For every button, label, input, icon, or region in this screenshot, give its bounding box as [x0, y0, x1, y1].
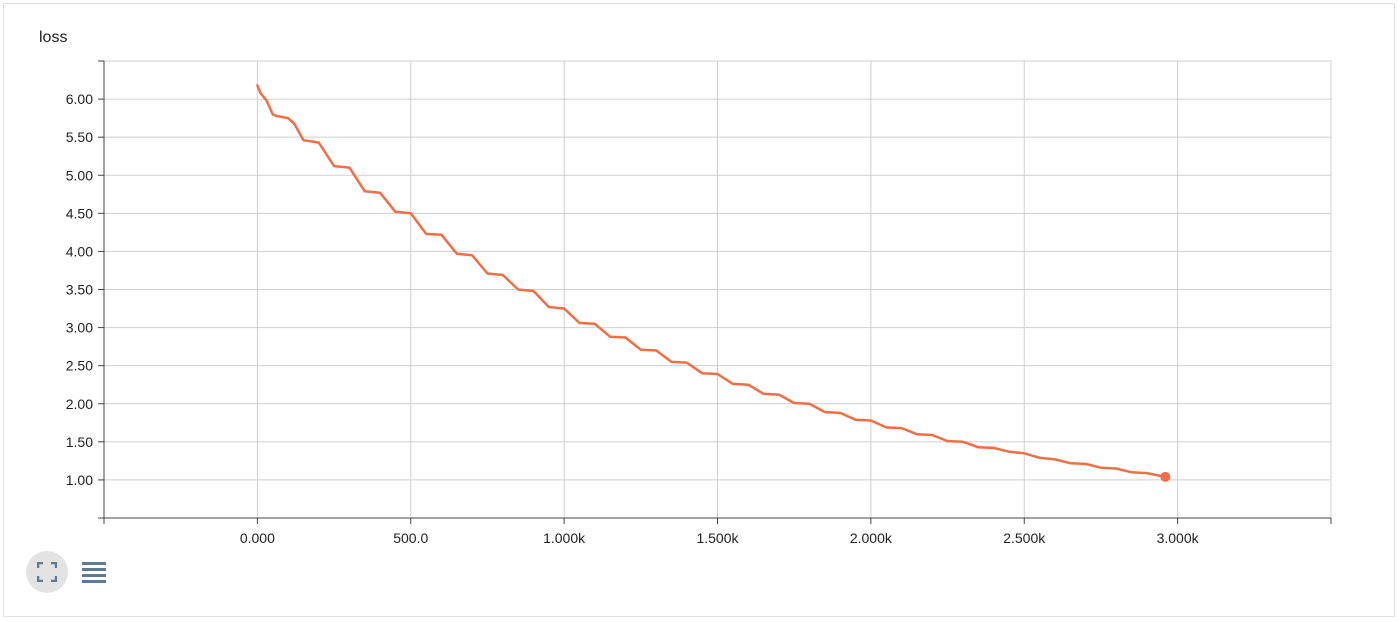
- y-tick-label: 3.00: [66, 320, 93, 336]
- x-tick-label: 0.000: [240, 530, 275, 546]
- x-tick-label: 500.0: [393, 530, 428, 546]
- list-lines-icon: [82, 562, 106, 583]
- grid-lines: [104, 60, 1332, 518]
- x-tick-label: 2.500k: [1003, 530, 1046, 546]
- x-tick-label: 3.000k: [1157, 530, 1200, 546]
- y-tick-label: 1.50: [66, 434, 93, 450]
- x-axis-tick-labels: 0.000 500.0 1.000k 1.500k 2.000k 2.500k 3.000k: [240, 530, 1200, 546]
- fullscreen-button[interactable]: [26, 551, 68, 593]
- y-tick-label: 5.00: [66, 167, 93, 183]
- series-layer: [256, 84, 1171, 482]
- y-tick-label: 3.50: [66, 282, 93, 298]
- y-tick-label: 6.00: [66, 91, 93, 107]
- x-tick-label: 2.000k: [850, 530, 893, 546]
- toggle-data-table-button[interactable]: [80, 559, 108, 587]
- last-point-marker: [1160, 471, 1171, 482]
- axes: [98, 60, 1332, 524]
- y-tick-label: 4.50: [66, 205, 93, 221]
- y-tick-label: 5.50: [66, 129, 93, 145]
- y-tick-label: 2.00: [66, 396, 93, 412]
- chart-card: [3, 3, 1395, 617]
- x-tick-label: 1.500k: [696, 530, 739, 546]
- y-axis-tick-labels: 1.00 1.50 2.00 2.50 3.00 3.50 4.00 4.50 5.00 5.50…: [66, 91, 93, 488]
- x-tick-label: 1.000k: [543, 530, 586, 546]
- loss-series-line: [256, 84, 1167, 479]
- y-tick-label: 1.00: [66, 472, 93, 488]
- y-tick-label: 4.00: [66, 243, 93, 259]
- y-tick-label: 2.50: [66, 358, 93, 374]
- chart-title: loss: [39, 29, 68, 46]
- fullscreen-icon: [37, 562, 57, 582]
